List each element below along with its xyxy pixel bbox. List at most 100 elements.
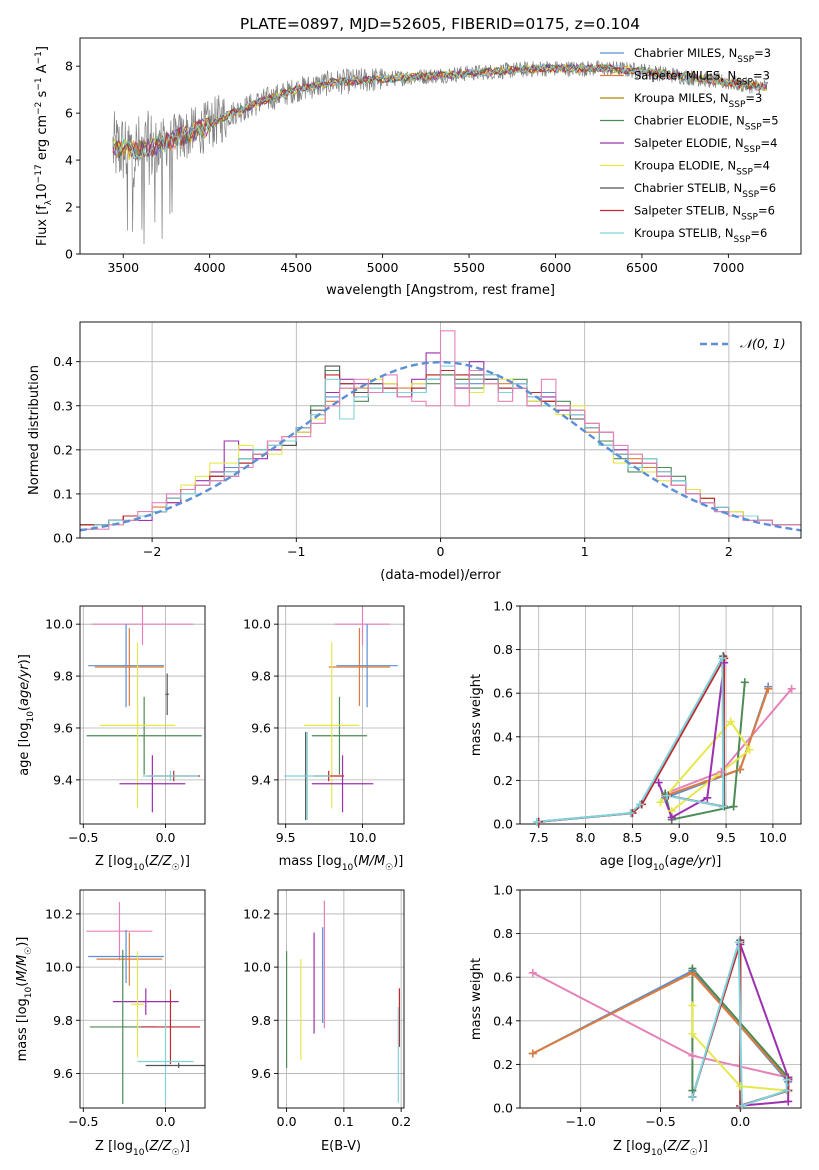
error-bar-marker [130, 951, 145, 1058]
y-tick-label: 9.6 [53, 720, 73, 735]
mass-weight-series-line [659, 719, 751, 812]
x-tick-label: 1 [581, 544, 589, 559]
plus-marker [734, 938, 743, 947]
legend-entry-label: Salpeter MILES, NSSP=3 [634, 69, 770, 88]
error-bar-marker [94, 628, 164, 706]
error-bar-marker [140, 989, 201, 1065]
error-bar-marker [311, 696, 368, 775]
plus-marker [688, 1029, 697, 1038]
plus-marker [654, 778, 663, 787]
plus-marker [667, 813, 676, 822]
x-axis-label: Z [log10(Z/Z☉)] [613, 1139, 708, 1158]
x-tick-label: 0.0 [730, 1114, 750, 1129]
y-tick-label: 0.3 [53, 398, 73, 413]
plus-marker [717, 767, 726, 776]
x-tick-label: 7000 [712, 260, 744, 275]
panel-mass-vs-metallicity: −0.5 0.0 9.6 9.8 10.0 10.2 Z [log10(Z/Z☉)] mass… [15, 889, 206, 1158]
mass-weight-series-line [536, 654, 725, 823]
y-tick-label: 0.4 [493, 729, 513, 744]
panel-residual-histogram: −2 −1 0 1 2 0.0 0.1 0.2 0.3 0.4 𝒩(0, 1) (data-model… [27, 321, 802, 583]
y-tick-label: 9.6 [53, 1066, 73, 1081]
x-tick-label: −1 [287, 544, 305, 559]
x-tick-label: −1.0 [565, 1114, 595, 1129]
x-tick-label: 8.0 [576, 830, 596, 845]
plus-marker [787, 684, 796, 693]
plus-marker [719, 802, 728, 811]
histogram-step-line [80, 330, 801, 530]
legend-entry-label: Kroupa STELIB, NSSP=6 [634, 226, 767, 245]
y-axis-label: mass [log10(M/M☉)] [15, 937, 34, 1062]
x-tick-label: 0.0 [156, 830, 176, 845]
axes-frame [79, 37, 802, 255]
error-bar-marker [137, 1021, 194, 1102]
x-axis-label: wavelength [Angstrom, rest frame] [326, 283, 555, 298]
y-axis-label: Flux [fλ10−17 erg cm−2 s−1 A−1] [34, 46, 54, 246]
plot-area [112, 60, 769, 244]
panel-spectrum: 3500 4000 4500 5000 5500 6000 6500 7000 0 2 4 6 8 Cha… [34, 37, 802, 298]
plus-marker [782, 1075, 791, 1084]
error-bar-marker [304, 642, 360, 809]
error-bar-marker [165, 673, 169, 715]
x-tick-label: 0.0 [156, 1114, 176, 1129]
y-tick-label: 0.6 [493, 686, 513, 701]
error-bar-marker [88, 929, 164, 984]
plus-marker [688, 1001, 697, 1010]
legend-entry-label: Chabrier MILES, NSSP=3 [634, 46, 771, 65]
plus-marker [528, 968, 537, 977]
x-tick-label: 9.5 [716, 830, 736, 845]
legend-entry-label: Salpeter ELODIE, NSSP=4 [634, 136, 777, 155]
y-tick-label: 0.2 [493, 1057, 513, 1072]
x-tick-label: 5500 [453, 260, 485, 275]
x-tick-label: 4000 [194, 260, 226, 275]
legend-entry-label: Chabrier STELIB, NSSP=6 [634, 181, 776, 200]
error-bar-marker [119, 755, 186, 813]
error-bar-marker [112, 988, 179, 1015]
panel-mass-weight-vs-age: 7.5 8.0 8.5 9.0 9.5 10.0 0.0 0.2 0.4 0.6 0.8 1.0 mas… [469, 599, 802, 873]
plus-marker [688, 1051, 697, 1060]
plot-area [80, 330, 801, 532]
error-bar-marker [284, 731, 331, 821]
axes-frame [519, 605, 802, 825]
y-tick-label: 0.8 [493, 926, 513, 941]
panel-age-vs-metallicity: −0.5 0.0 9.4 9.6 9.8 10.0 Z [log10(Z/Z☉)] age [… [17, 605, 206, 873]
error-bar-marker [96, 932, 163, 986]
x-tick-label: −2 [143, 544, 161, 559]
x-axis-label: (data-model)/error [380, 568, 501, 583]
plus-marker [688, 1093, 697, 1102]
x-tick-label: 10.0 [349, 830, 377, 845]
error-bar-marker [336, 624, 398, 708]
y-tick-label: 1.0 [493, 599, 513, 614]
mass-weight-series-line [691, 1005, 789, 1092]
y-tick-label: 9.8 [53, 669, 73, 684]
legend-entry-label: Salpeter STELIB, NSSP=6 [634, 204, 775, 223]
plus-marker [532, 817, 541, 826]
plus-marker [729, 802, 738, 811]
panel-mass-vs-extinction: 0.0 0.1 0.2 9.6 9.8 10.0 10.2 E(B-V) [243, 889, 411, 1154]
x-tick-label: 9.0 [669, 830, 689, 845]
error-bar-marker [91, 606, 194, 645]
x-tick-label: 3500 [107, 260, 139, 275]
plus-marker [528, 1049, 537, 1058]
figure-title: PLATE=0897, MJD=52605, FIBERID=0175, z=0… [240, 15, 640, 33]
y-tick-label: 10.2 [243, 906, 271, 921]
y-tick-label: 8 [65, 59, 73, 74]
y-tick-label: 0.0 [493, 817, 513, 832]
y-tick-label: 6 [65, 106, 73, 121]
x-tick-label: 6500 [626, 260, 658, 275]
x-axis-label: mass [log10(M/M☉)] [279, 854, 404, 873]
plus-marker [764, 684, 773, 693]
y-tick-label: 10.0 [243, 960, 271, 975]
y-tick-label: 0.2 [493, 773, 513, 788]
error-bar-marker [88, 624, 164, 708]
y-tick-label: 9.6 [251, 1066, 271, 1081]
error-bar-marker [145, 1062, 205, 1069]
y-tick-label: 10.0 [45, 960, 73, 975]
plus-marker [736, 765, 745, 774]
y-axis-label: age [log10(age/yr)] [17, 654, 36, 776]
x-tick-label: −0.5 [68, 830, 98, 845]
x-tick-label: 6000 [540, 260, 572, 275]
x-axis-label: Z [log10(Z/Z☉)] [95, 854, 190, 873]
model-spectrum-line [112, 62, 767, 158]
axes-frame [79, 889, 206, 1109]
